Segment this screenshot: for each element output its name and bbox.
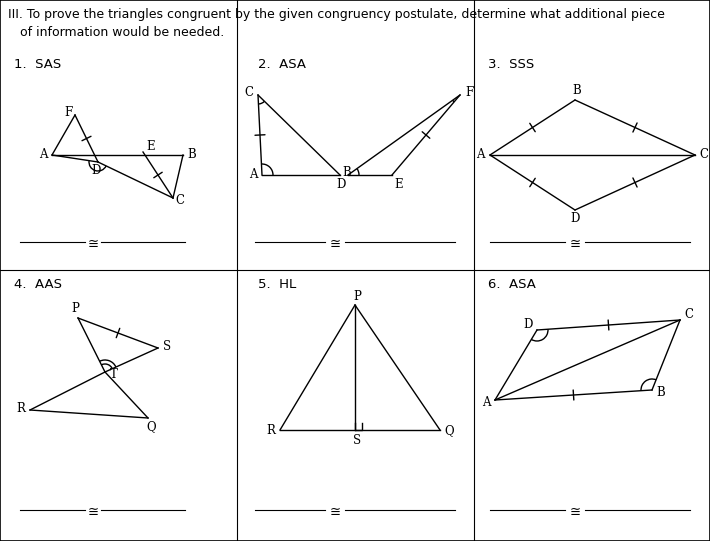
Text: A: A (482, 395, 490, 408)
Text: ≅: ≅ (329, 506, 341, 519)
Text: F: F (465, 87, 473, 100)
Text: ≅: ≅ (569, 506, 581, 519)
Text: 3.  SSS: 3. SSS (488, 58, 534, 71)
Text: D: D (92, 164, 101, 177)
Text: 2.  ASA: 2. ASA (258, 58, 306, 71)
Text: Q: Q (444, 425, 454, 438)
Text: B: B (573, 84, 581, 97)
Text: A: A (39, 148, 48, 161)
Text: F: F (64, 107, 72, 120)
Text: ≅: ≅ (87, 506, 99, 519)
Text: Q: Q (146, 420, 155, 433)
Text: III. To prove the triangles congruent by the given congruency postulate, determi: III. To prove the triangles congruent by… (8, 8, 665, 21)
Text: E: E (147, 141, 155, 154)
Text: D: D (523, 318, 532, 331)
Text: C: C (244, 87, 253, 100)
Text: A: A (476, 148, 484, 162)
Text: B: B (187, 148, 197, 161)
Text: ≅: ≅ (87, 238, 99, 251)
Text: C: C (175, 194, 185, 207)
Text: B: B (343, 166, 351, 179)
Text: R: R (266, 425, 275, 438)
Text: 1.  SAS: 1. SAS (14, 58, 61, 71)
Text: S: S (353, 433, 361, 446)
Text: E: E (395, 177, 403, 190)
Text: P: P (71, 302, 79, 315)
Text: C: C (684, 307, 694, 320)
Text: R: R (16, 401, 26, 414)
Text: D: D (337, 177, 346, 190)
Text: ≅: ≅ (329, 238, 341, 251)
Text: C: C (699, 148, 709, 162)
Text: A: A (248, 168, 257, 181)
Text: S: S (163, 340, 171, 353)
Text: of information would be needed.: of information would be needed. (8, 26, 224, 39)
Text: 5.  HL: 5. HL (258, 278, 296, 291)
Text: 6.  ASA: 6. ASA (488, 278, 536, 291)
Text: ≅: ≅ (569, 238, 581, 251)
Text: 4.  AAS: 4. AAS (14, 278, 62, 291)
Text: T: T (110, 367, 118, 380)
Text: P: P (353, 289, 361, 302)
Text: D: D (570, 213, 579, 226)
Text: B: B (657, 386, 665, 399)
